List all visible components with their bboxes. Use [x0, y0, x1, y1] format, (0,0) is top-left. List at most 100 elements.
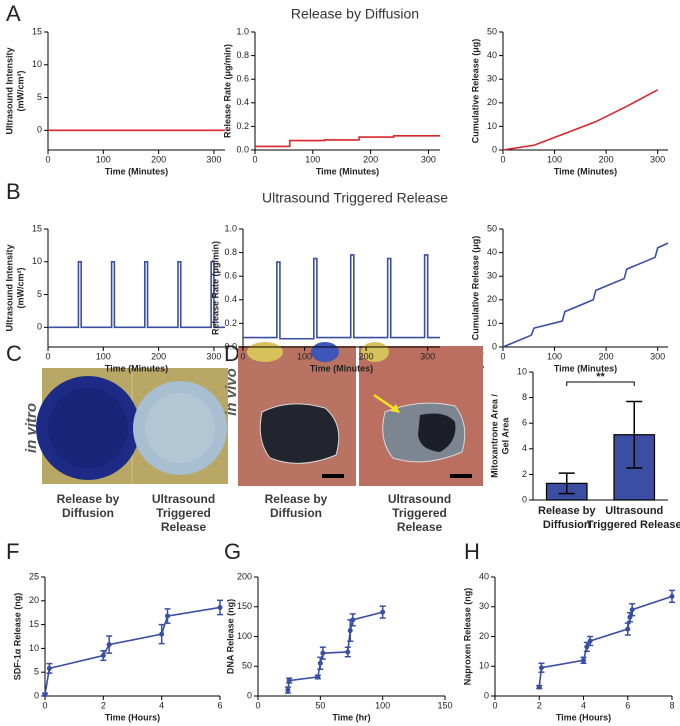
y-axis-label: (mW/cm²): [15, 71, 25, 112]
y-tick-label: 30: [487, 271, 497, 281]
y-tick-label: 10: [479, 661, 489, 671]
y-tick-label: 0: [37, 125, 42, 135]
panel-letter: H: [464, 539, 480, 564]
panel-letter: B: [6, 179, 21, 204]
significance-bracket: [566, 381, 635, 386]
x-tick-label: 6: [625, 700, 630, 710]
y-tick-label: 10: [29, 643, 39, 653]
y-tick-label: 1.0: [236, 26, 249, 36]
data-point: [536, 684, 542, 690]
y-tick-label: 15: [29, 619, 39, 629]
y-axis-label: Gel Area: [500, 417, 510, 455]
y-tick-label: 0: [492, 341, 497, 351]
x-tick-label: 300: [650, 154, 665, 164]
y-tick-label: 0: [522, 494, 527, 504]
x-tick-label: 0: [252, 154, 257, 164]
data-point: [629, 607, 635, 613]
y-tick-label: 0.8: [224, 247, 237, 257]
y-axis-label: (mW/cm²): [15, 268, 25, 309]
data-point: [625, 626, 631, 632]
x-tick-label: 0: [500, 351, 505, 361]
y-tick-label: 0: [37, 322, 42, 332]
x-tick-label: 100: [297, 351, 312, 361]
data-point: [350, 617, 356, 623]
y-axis-label: Naproxen Release (ng): [462, 588, 472, 686]
data-point: [285, 687, 291, 693]
y-tick-label: 0.6: [236, 74, 249, 84]
x-tick-label: 0: [240, 351, 245, 361]
x-axis-label: Time (Minutes): [310, 363, 373, 373]
x-tick-label: Ultrasound Triggered Release: [586, 505, 680, 531]
y-tick-label: 0.2: [224, 318, 237, 328]
y-tick-label: 10: [517, 366, 527, 376]
y-tick-label: 30: [487, 74, 497, 84]
x-tick-label: 0: [500, 154, 505, 164]
x-tick-label: 4: [581, 700, 586, 710]
panel-letter: D: [224, 341, 240, 366]
y-tick-label: 0.2: [236, 121, 249, 131]
data-line: [255, 135, 440, 148]
x-tick-label: 50: [315, 700, 325, 710]
x-tick-label: 8: [669, 700, 674, 710]
data-point: [347, 628, 353, 634]
x-tick-label: 100: [375, 700, 390, 710]
x-tick-label: 300: [206, 351, 221, 361]
x-tick-label: 100: [305, 154, 320, 164]
x-tick-label: 200: [151, 351, 166, 361]
y-tick-label: 0: [484, 690, 489, 700]
x-tick-label: 2: [101, 700, 106, 710]
x-tick-label: 300: [420, 351, 435, 361]
x-tick-label: 100: [96, 351, 111, 361]
data-point: [317, 660, 323, 666]
x-axis-label: Time (Minutes): [316, 166, 379, 176]
y-tick-label: 25: [29, 571, 39, 581]
x-tick-label: Release by Diffusion: [538, 505, 596, 531]
data-point: [587, 638, 593, 644]
y-tick-label: 5: [37, 289, 42, 299]
y-tick-label: 0: [247, 690, 252, 700]
y-tick-label: 0.6: [224, 271, 237, 281]
y-tick-label: 0: [492, 144, 497, 154]
data-point: [46, 665, 52, 671]
y-tick-label: 5: [37, 92, 42, 102]
y-tick-label: 10: [487, 121, 497, 131]
data-line: [44, 606, 221, 695]
data-line: [287, 611, 383, 691]
significance-label: **: [596, 371, 605, 383]
x-tick-label: 300: [421, 154, 436, 164]
x-tick-label: 200: [363, 154, 378, 164]
x-tick-label: 4: [159, 700, 164, 710]
data-point: [286, 678, 292, 684]
x-tick-label: 200: [599, 154, 614, 164]
y-tick-label: 10: [32, 256, 42, 266]
x-axis-label: Time (Minutes): [105, 166, 168, 176]
y-tick-label: 200: [237, 571, 252, 581]
photo-in-vitro: [36, 368, 228, 484]
photo-label: in vivo: [223, 368, 240, 416]
x-tick-label: 300: [650, 351, 665, 361]
x-tick-label: 6: [217, 700, 222, 710]
x-tick-label: 300: [206, 154, 221, 164]
y-tick-label: 20: [29, 595, 39, 605]
y-tick-label: 6: [522, 418, 527, 428]
x-tick-label: 2: [537, 700, 542, 710]
y-tick-label: 8: [522, 392, 527, 402]
y-tick-label: 50: [242, 661, 252, 671]
x-axis-label: Time (Hours): [556, 712, 611, 722]
section-title: Release by Diffusion: [291, 6, 419, 22]
y-axis-label: Release Rate (μg/min): [210, 241, 220, 335]
y-tick-label: 0.8: [236, 50, 249, 60]
y-tick-label: 20: [487, 294, 497, 304]
data-point: [538, 665, 544, 671]
y-tick-label: 15: [32, 223, 42, 233]
y-tick-label: 100: [237, 631, 252, 641]
x-tick-label: 0: [255, 700, 260, 710]
y-tick-label: 150: [237, 601, 252, 611]
y-tick-label: 40: [487, 50, 497, 60]
y-tick-label: 4: [522, 443, 527, 453]
x-tick-label: 200: [359, 351, 374, 361]
x-tick-label: 150: [437, 700, 452, 710]
x-axis-label: Time (Minutes): [105, 363, 168, 373]
